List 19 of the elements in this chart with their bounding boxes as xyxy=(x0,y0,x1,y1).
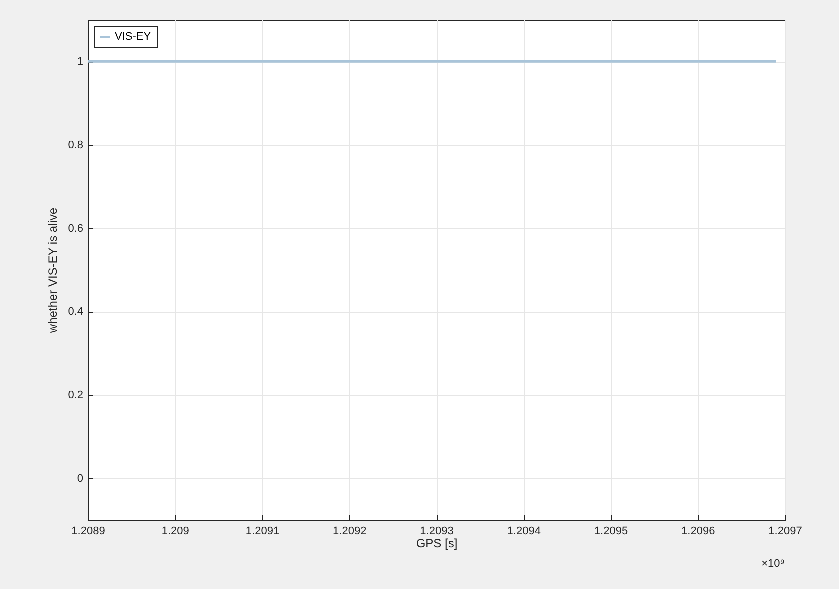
x-tick-label: 1.2096 xyxy=(682,526,716,538)
x-tick-label: 1.2095 xyxy=(594,526,628,538)
x-tick-label: 1.2093 xyxy=(420,526,454,538)
y-tick-label: 0.4 xyxy=(68,306,84,318)
y-tick-label: 0 xyxy=(77,472,84,485)
y-tick-label: 0.6 xyxy=(68,222,84,235)
y-tick-label: 0.8 xyxy=(68,140,84,152)
y-tick-label: 0.2 xyxy=(68,390,84,402)
y-tick-label: 1 xyxy=(77,56,84,68)
x-axis-title: GPS [s] xyxy=(416,536,458,550)
text: ×10⁹ xyxy=(762,558,785,570)
legend-label: VIS-EY xyxy=(115,31,152,43)
x-tick-label: 1.2089 xyxy=(72,526,106,538)
y-axis-title: whether VIS-EY is alive xyxy=(46,208,60,334)
x-tick-label: 1.2092 xyxy=(333,526,367,538)
x-tick-label: 1.209 xyxy=(162,526,190,538)
x-tick-label: 1.2094 xyxy=(507,526,541,538)
x-tick-label: 1.2091 xyxy=(246,526,280,538)
x-tick-label: 1.2097 xyxy=(768,526,802,538)
